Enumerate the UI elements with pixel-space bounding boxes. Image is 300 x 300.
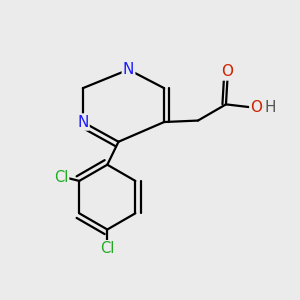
Text: Cl: Cl <box>100 241 115 256</box>
Text: Cl: Cl <box>54 170 68 185</box>
Text: H: H <box>264 100 276 115</box>
Text: N: N <box>77 115 88 130</box>
Text: O: O <box>221 64 233 80</box>
Text: N: N <box>123 62 134 77</box>
Text: O: O <box>250 100 262 115</box>
